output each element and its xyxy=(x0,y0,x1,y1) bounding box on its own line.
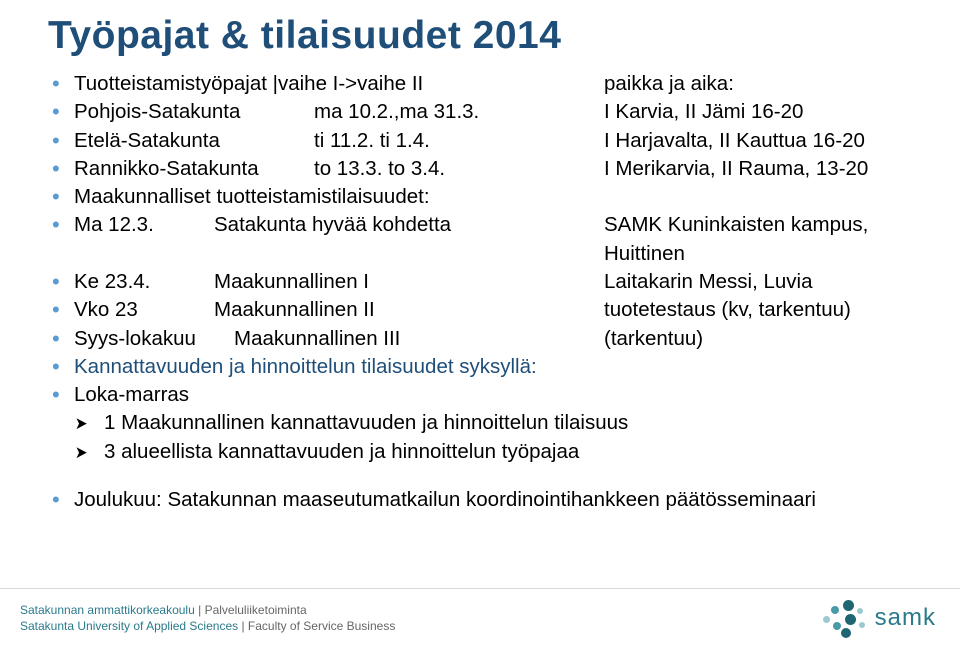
text: ma 10.2.,ma 31.3. xyxy=(314,98,604,126)
text: Maakunnallinen II xyxy=(214,296,604,324)
text: Vko 23 xyxy=(74,296,214,324)
unit-name: Palveluliiketoiminta xyxy=(205,603,307,617)
logo-dots-icon xyxy=(821,598,865,638)
text: Laitakarin Messi, Luvia xyxy=(604,268,813,296)
org-name: Satakunnan ammattikorkeakoulu xyxy=(20,603,195,617)
list-item: Loka-marras xyxy=(48,381,912,409)
text: Pohjois-Satakunta xyxy=(74,98,314,126)
logo-text: samk xyxy=(875,604,936,632)
text: Satakunta hyvää kohdetta xyxy=(214,211,604,239)
list-item: 3 alueellista kannattavuuden ja hinnoitt… xyxy=(74,438,912,466)
text: Tuotteistamistyöpajat |vaihe I->vaihe II xyxy=(74,70,604,98)
text: to 13.3. to 3.4. xyxy=(314,155,604,183)
divider xyxy=(0,588,960,589)
text: ti 11.2. ti 1.4. xyxy=(314,127,604,155)
sub-list: 1 Maakunnallinen kannattavuuden ja hinno… xyxy=(48,409,912,466)
page-title: Työpajat & tilaisuudet 2014 xyxy=(48,14,912,58)
footer-text: Satakunnan ammattikorkeakoulu | Palvelul… xyxy=(20,602,395,634)
list-item: 1 Maakunnallinen kannattavuuden ja hinno… xyxy=(74,409,912,437)
text: Rannikko-Satakunta xyxy=(74,155,314,183)
bullet-list: Tuotteistamistyöpajat |vaihe I->vaihe II… xyxy=(48,70,912,409)
text: Maakunnallinen I xyxy=(214,268,604,296)
list-item: Maakunnalliset tuotteistamistilaisuudet: xyxy=(48,183,912,211)
list-item: Ke 23.4. Maakunnallinen I Laitakarin Mes… xyxy=(48,268,912,296)
footer: Satakunnan ammattikorkeakoulu | Palvelul… xyxy=(0,588,960,646)
list-item: Vko 23 Maakunnallinen II tuotetestaus (k… xyxy=(48,296,912,324)
text: I Harjavalta, II Kauttua 16-20 xyxy=(604,127,865,155)
text: I Merikarvia, II Rauma, 13-20 xyxy=(604,155,868,183)
text: paikka ja aika: xyxy=(604,70,734,98)
logo: samk xyxy=(821,598,936,638)
text: I Karvia, II Jämi 16-20 xyxy=(604,98,803,126)
list-item: Rannikko-Satakunta to 13.3. to 3.4. I Me… xyxy=(48,155,912,183)
list-item: Kannattavuuden ja hinnoittelun tilaisuud… xyxy=(48,353,912,381)
separator: | xyxy=(195,603,205,617)
slide: Työpajat & tilaisuudet 2014 Tuotteistami… xyxy=(0,0,960,646)
text: Ke 23.4. xyxy=(74,268,214,296)
unit-name-en: Faculty of Service Business xyxy=(248,619,395,633)
list-item: Tuotteistamistyöpajat |vaihe I->vaihe II… xyxy=(48,70,912,98)
text: Syys-lokakuu xyxy=(74,325,234,353)
text: Etelä-Satakunta xyxy=(74,127,314,155)
text: Huittinen xyxy=(604,240,685,268)
text: SAMK Kuninkaisten kampus, xyxy=(604,211,868,239)
org-name-en: Satakunta University of Applied Sciences xyxy=(20,619,238,633)
text: (tarkentuu) xyxy=(604,325,703,353)
separator: | xyxy=(238,619,248,633)
list-item: Pohjois-Satakunta ma 10.2.,ma 31.3. I Ka… xyxy=(48,98,912,126)
content: Tuotteistamistyöpajat |vaihe I->vaihe II… xyxy=(48,70,912,514)
list-item: Ma 12.3. Satakunta hyvää kohdetta SAMK K… xyxy=(48,211,912,268)
text: Ma 12.3. xyxy=(74,211,214,239)
bullet-list: Joulukuu: Satakunnan maaseutumatkailun k… xyxy=(48,486,912,514)
list-item: Etelä-Satakunta ti 11.2. ti 1.4. I Harja… xyxy=(48,127,912,155)
list-item: Joulukuu: Satakunnan maaseutumatkailun k… xyxy=(48,486,912,514)
text: Maakunnallinen III xyxy=(234,325,604,353)
list-item: Syys-lokakuu Maakunnallinen III (tarkent… xyxy=(48,325,912,353)
text: tuotetestaus (kv, tarkentuu) xyxy=(604,296,851,324)
